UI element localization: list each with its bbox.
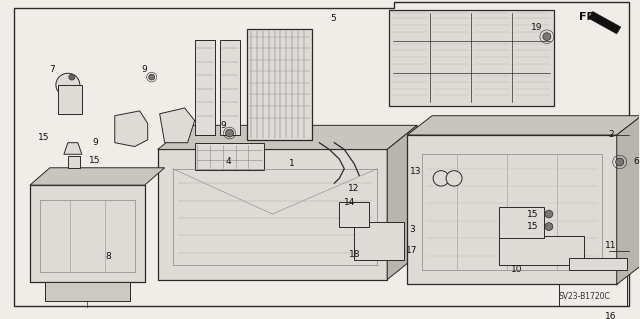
Polygon shape xyxy=(157,149,387,280)
Circle shape xyxy=(148,74,155,80)
Polygon shape xyxy=(407,135,617,285)
Bar xyxy=(58,85,82,114)
Text: 4: 4 xyxy=(226,158,231,167)
Text: 9: 9 xyxy=(142,65,148,74)
Polygon shape xyxy=(195,41,214,135)
Polygon shape xyxy=(64,143,82,154)
Text: FR.: FR. xyxy=(579,12,599,22)
Text: 18: 18 xyxy=(349,250,360,259)
Text: 2: 2 xyxy=(608,130,614,139)
Circle shape xyxy=(616,158,624,166)
Bar xyxy=(569,258,627,270)
Polygon shape xyxy=(617,116,640,285)
Text: 15: 15 xyxy=(38,133,50,142)
Bar xyxy=(559,203,627,306)
Bar xyxy=(339,203,369,226)
Circle shape xyxy=(543,33,551,41)
Circle shape xyxy=(69,74,75,80)
Circle shape xyxy=(225,129,234,137)
Bar xyxy=(355,222,404,260)
Polygon shape xyxy=(30,185,145,282)
Text: 10: 10 xyxy=(511,265,523,274)
Text: 11: 11 xyxy=(605,241,616,250)
Text: 9: 9 xyxy=(221,121,227,130)
Bar xyxy=(559,203,627,306)
Text: 17: 17 xyxy=(406,246,418,255)
Polygon shape xyxy=(14,2,628,306)
Circle shape xyxy=(545,223,553,230)
Polygon shape xyxy=(157,125,417,149)
Bar xyxy=(195,143,264,170)
Polygon shape xyxy=(220,41,239,135)
Text: 14: 14 xyxy=(344,198,355,207)
Polygon shape xyxy=(387,125,417,280)
Text: 3: 3 xyxy=(409,225,415,234)
Text: 19: 19 xyxy=(531,24,543,33)
Text: 16: 16 xyxy=(605,312,616,319)
Polygon shape xyxy=(589,11,621,34)
Text: 15: 15 xyxy=(527,210,539,219)
Circle shape xyxy=(545,210,553,218)
Text: 15: 15 xyxy=(89,156,100,165)
Bar xyxy=(499,236,584,265)
Text: 12: 12 xyxy=(348,183,359,192)
Polygon shape xyxy=(45,282,130,301)
Polygon shape xyxy=(68,156,80,168)
Circle shape xyxy=(446,171,462,186)
Circle shape xyxy=(56,73,80,96)
Text: 15: 15 xyxy=(527,222,539,231)
Circle shape xyxy=(433,171,449,186)
Text: 1: 1 xyxy=(289,160,294,168)
Polygon shape xyxy=(159,108,195,143)
Text: 9: 9 xyxy=(92,138,98,147)
Text: SV23-B1720C: SV23-B1720C xyxy=(559,293,611,301)
Polygon shape xyxy=(389,10,554,106)
Text: 5: 5 xyxy=(330,14,336,23)
Polygon shape xyxy=(30,168,164,185)
Text: 13: 13 xyxy=(410,167,422,176)
Text: 7: 7 xyxy=(49,65,55,74)
Bar xyxy=(499,207,544,238)
Bar xyxy=(248,29,312,140)
Text: 6: 6 xyxy=(634,158,639,167)
Polygon shape xyxy=(115,111,148,146)
Text: 8: 8 xyxy=(105,252,111,261)
Polygon shape xyxy=(407,116,640,135)
